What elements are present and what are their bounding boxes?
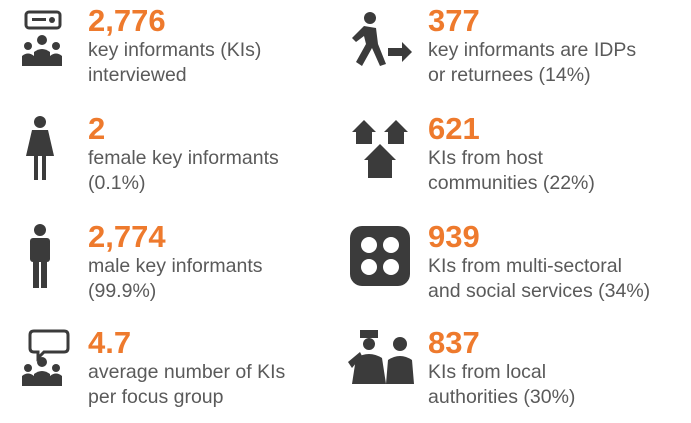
- stat-value: 2,774: [88, 219, 166, 254]
- stat-value: 837: [428, 325, 480, 360]
- female-icon: [26, 116, 54, 180]
- stat-label: interviewed: [88, 64, 187, 86]
- male-icon: [30, 224, 50, 288]
- stat-value: 621: [428, 111, 480, 146]
- stat: 621 KIs from host communities (22%): [428, 112, 595, 196]
- stat-label: (99.9%): [88, 280, 157, 302]
- stat-label: average number of KIs: [88, 361, 286, 383]
- key-people-icon: [22, 10, 62, 66]
- stat-label: communities (22%): [428, 172, 595, 194]
- houses-icon: [352, 120, 408, 178]
- focus-group-icon: [22, 329, 70, 386]
- stat-label: key informants (KIs): [88, 39, 262, 61]
- stat-value: 939: [428, 219, 480, 254]
- stat-value: 2: [88, 111, 106, 146]
- stat-label: KIs from host: [428, 147, 543, 169]
- stat: 377 key informants are IDPs or returnees…: [428, 4, 636, 88]
- stat-value: 4.7: [88, 325, 132, 360]
- stat-value: 377: [428, 3, 480, 38]
- stat: 2,776 key informants (KIs) interviewed: [88, 4, 261, 88]
- stat-label: authorities (30%): [428, 386, 576, 408]
- stat: 4.7 average number of KIs per focus grou…: [88, 326, 285, 410]
- stat-label: female key informants: [88, 147, 279, 169]
- stat: 2,774 male key informants (99.9%): [88, 220, 262, 304]
- stat-label: KIs from local: [428, 361, 547, 383]
- services-icon: [350, 226, 410, 286]
- stat-label: and social services (34%): [428, 280, 651, 302]
- stat-value: 2,776: [88, 3, 166, 38]
- authorities-icon: [348, 330, 414, 384]
- stat-label: male key informants: [88, 255, 263, 277]
- stat-label: per focus group: [88, 386, 224, 408]
- stat: 939 KIs from multi-sectoral and social s…: [428, 220, 650, 304]
- idp-icon: [352, 12, 412, 66]
- stat: 2 female key informants (0.1%): [88, 112, 279, 196]
- stat-label: KIs from multi-sectoral: [428, 255, 622, 277]
- stat: 837 KIs from local authorities (30%): [428, 326, 575, 410]
- stat-label: (0.1%): [88, 172, 146, 194]
- stat-label: key informants are IDPs: [428, 39, 637, 61]
- stat-label: or returnees (14%): [428, 64, 591, 86]
